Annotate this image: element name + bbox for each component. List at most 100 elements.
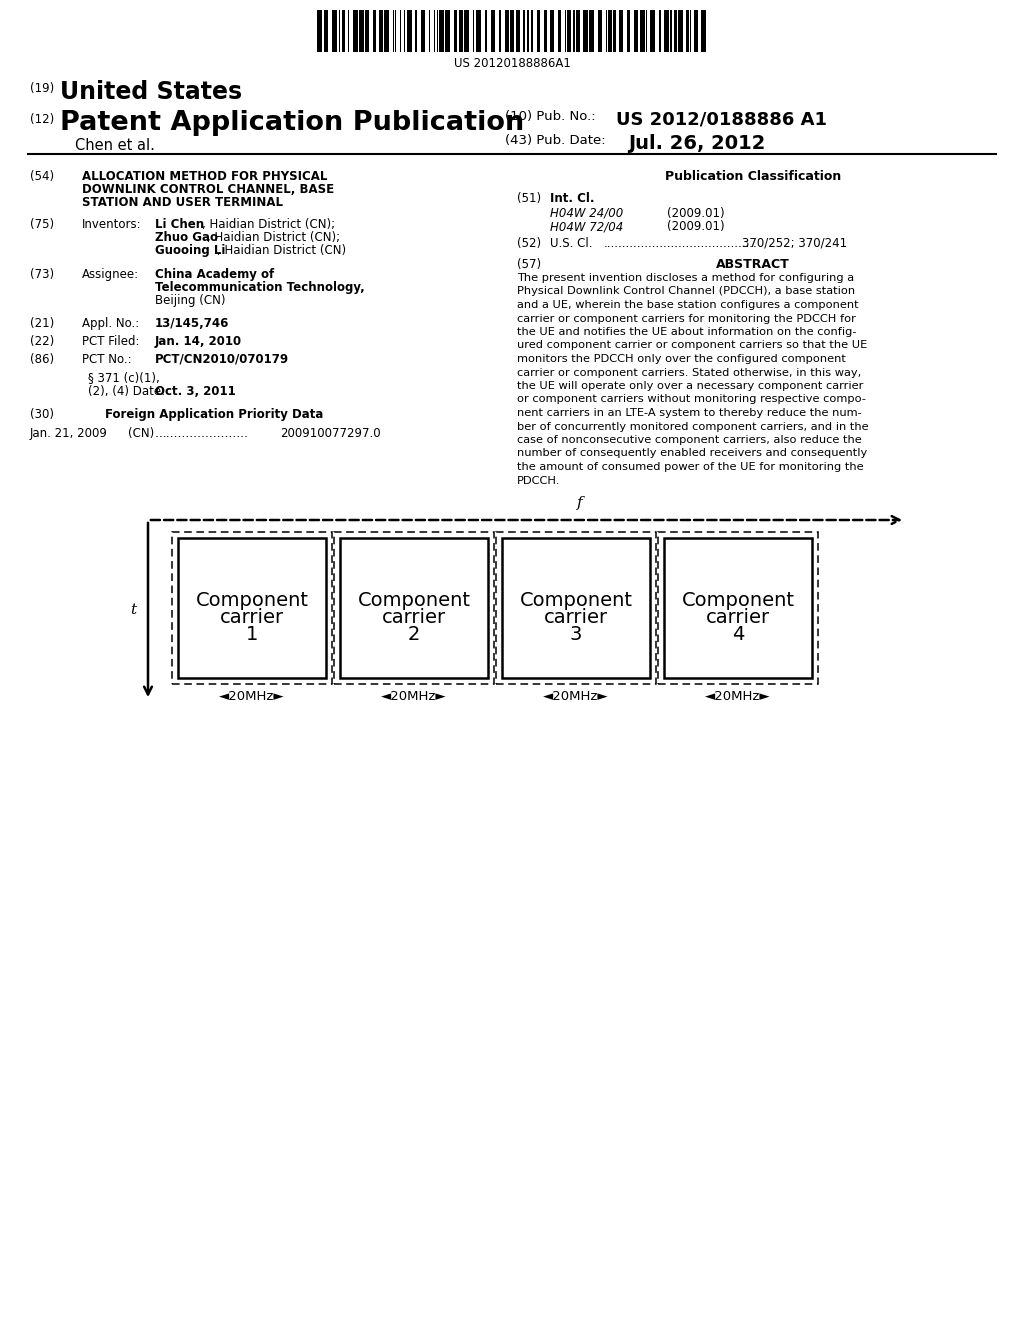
Text: STATION AND USER TERMINAL: STATION AND USER TERMINAL (82, 195, 283, 209)
Bar (659, 11, 662, 51)
Text: (30): (30) (30, 408, 54, 421)
Text: (75): (75) (30, 218, 54, 231)
Bar (589, 11, 594, 51)
Text: PDCCH.: PDCCH. (517, 475, 560, 486)
Text: (2), (4) Date:: (2), (4) Date: (88, 385, 165, 399)
Text: Beijing (CN): Beijing (CN) (155, 294, 225, 308)
Bar (415, 11, 417, 51)
Text: ◄20MHz►: ◄20MHz► (381, 690, 446, 704)
Bar (342, 11, 345, 51)
Text: (2009.01): (2009.01) (667, 207, 725, 220)
Text: (57): (57) (517, 257, 541, 271)
Bar (598, 11, 602, 51)
Text: (2009.01): (2009.01) (667, 220, 725, 234)
Text: Component: Component (682, 591, 795, 610)
Text: ured component carrier or component carriers so that the UE: ured component carrier or component carr… (517, 341, 867, 351)
Text: U.S. Cl.: U.S. Cl. (550, 238, 593, 249)
Text: Jul. 26, 2012: Jul. 26, 2012 (628, 135, 765, 153)
Text: .........................................: ........................................… (604, 238, 758, 249)
Text: carrier: carrier (706, 609, 770, 627)
Bar (694, 11, 698, 51)
Bar (496, 532, 656, 684)
Text: Li Chen: Li Chen (155, 218, 204, 231)
Bar (340, 539, 488, 678)
Bar (550, 11, 554, 51)
Text: PCT No.:: PCT No.: (82, 352, 132, 366)
Text: carrier: carrier (544, 609, 608, 627)
Bar (634, 11, 638, 51)
Text: Jan. 21, 2009: Jan. 21, 2009 (30, 426, 108, 440)
Text: the UE will operate only over a necessary component carrier: the UE will operate only over a necessar… (517, 381, 863, 391)
Text: (86): (86) (30, 352, 54, 366)
Text: (19): (19) (30, 82, 54, 95)
Text: Inventors:: Inventors: (82, 218, 141, 231)
Bar (640, 11, 645, 51)
Bar (527, 11, 529, 51)
Text: The present invention discloses a method for configuring a: The present invention discloses a method… (517, 273, 854, 282)
Text: H04W 72/04: H04W 72/04 (550, 220, 624, 234)
Bar (476, 11, 481, 51)
Bar (332, 11, 337, 51)
Text: (73): (73) (30, 268, 54, 281)
Bar (701, 11, 706, 51)
Bar (618, 11, 623, 51)
Bar (627, 11, 630, 51)
Text: f: f (577, 496, 582, 510)
Text: , Haidian District (CN);: , Haidian District (CN); (202, 218, 335, 231)
Bar (505, 11, 509, 51)
Bar (573, 11, 575, 51)
Bar (686, 11, 689, 51)
Text: Zhuo Gao: Zhuo Gao (155, 231, 218, 244)
Bar (499, 11, 501, 51)
Text: 3: 3 (569, 624, 583, 644)
Bar (502, 539, 650, 678)
Bar (608, 11, 612, 51)
Text: Component: Component (357, 591, 470, 610)
Bar (583, 11, 588, 51)
Text: ber of concurrently monitored component carriers, and in the: ber of concurrently monitored component … (517, 421, 868, 432)
Bar (674, 11, 677, 51)
Text: (51): (51) (517, 191, 541, 205)
Text: H04W 24/00: H04W 24/00 (550, 207, 624, 220)
Bar (353, 11, 358, 51)
Text: , Haidian District (CN);: , Haidian District (CN); (207, 231, 340, 244)
Text: carrier: carrier (220, 609, 284, 627)
Text: PCT/CN2010/070179: PCT/CN2010/070179 (155, 352, 289, 366)
Text: US 2012/0188886 A1: US 2012/0188886 A1 (616, 110, 827, 128)
Text: 1: 1 (246, 624, 258, 644)
Text: 2: 2 (408, 624, 420, 644)
Text: carrier or component carriers for monitoring the PDCCH for: carrier or component carriers for monito… (517, 314, 856, 323)
Bar (531, 11, 534, 51)
Bar (445, 11, 450, 51)
Bar (459, 11, 463, 51)
Text: Int. Cl.: Int. Cl. (550, 191, 595, 205)
Bar (439, 11, 444, 51)
Bar (678, 11, 683, 51)
Text: 4: 4 (732, 624, 744, 644)
Bar (317, 11, 322, 51)
Bar (490, 11, 495, 51)
Bar (384, 11, 389, 51)
Text: case of nonconsecutive component carriers, also reduce the: case of nonconsecutive component carrier… (517, 436, 862, 445)
Text: ABSTRACT: ABSTRACT (716, 257, 790, 271)
Bar (324, 11, 328, 51)
Text: Guooing Li: Guooing Li (155, 244, 225, 257)
Text: US 20120188886A1: US 20120188886A1 (454, 57, 570, 70)
Text: (10) Pub. No.:: (10) Pub. No.: (505, 110, 596, 123)
Bar (365, 11, 369, 51)
Text: Assignee:: Assignee: (82, 268, 139, 281)
Text: (43) Pub. Date:: (43) Pub. Date: (505, 135, 605, 147)
Text: ◄20MHz►: ◄20MHz► (219, 690, 285, 704)
Text: Oct. 3, 2011: Oct. 3, 2011 (155, 385, 236, 399)
Text: ◄20MHz►: ◄20MHz► (543, 690, 609, 704)
Bar (670, 11, 672, 51)
Text: Physical Downlink Control Channel (PDCCH), a base station: Physical Downlink Control Channel (PDCCH… (517, 286, 855, 297)
Bar (373, 11, 376, 51)
Bar (421, 11, 425, 51)
Text: Component: Component (519, 591, 633, 610)
Text: (CN): (CN) (128, 426, 155, 440)
Text: Publication Classification: Publication Classification (665, 170, 841, 183)
Text: Foreign Application Priority Data: Foreign Application Priority Data (105, 408, 324, 421)
Text: ALLOCATION METHOD FOR PHYSICAL: ALLOCATION METHOD FOR PHYSICAL (82, 170, 328, 183)
Bar (658, 532, 818, 684)
